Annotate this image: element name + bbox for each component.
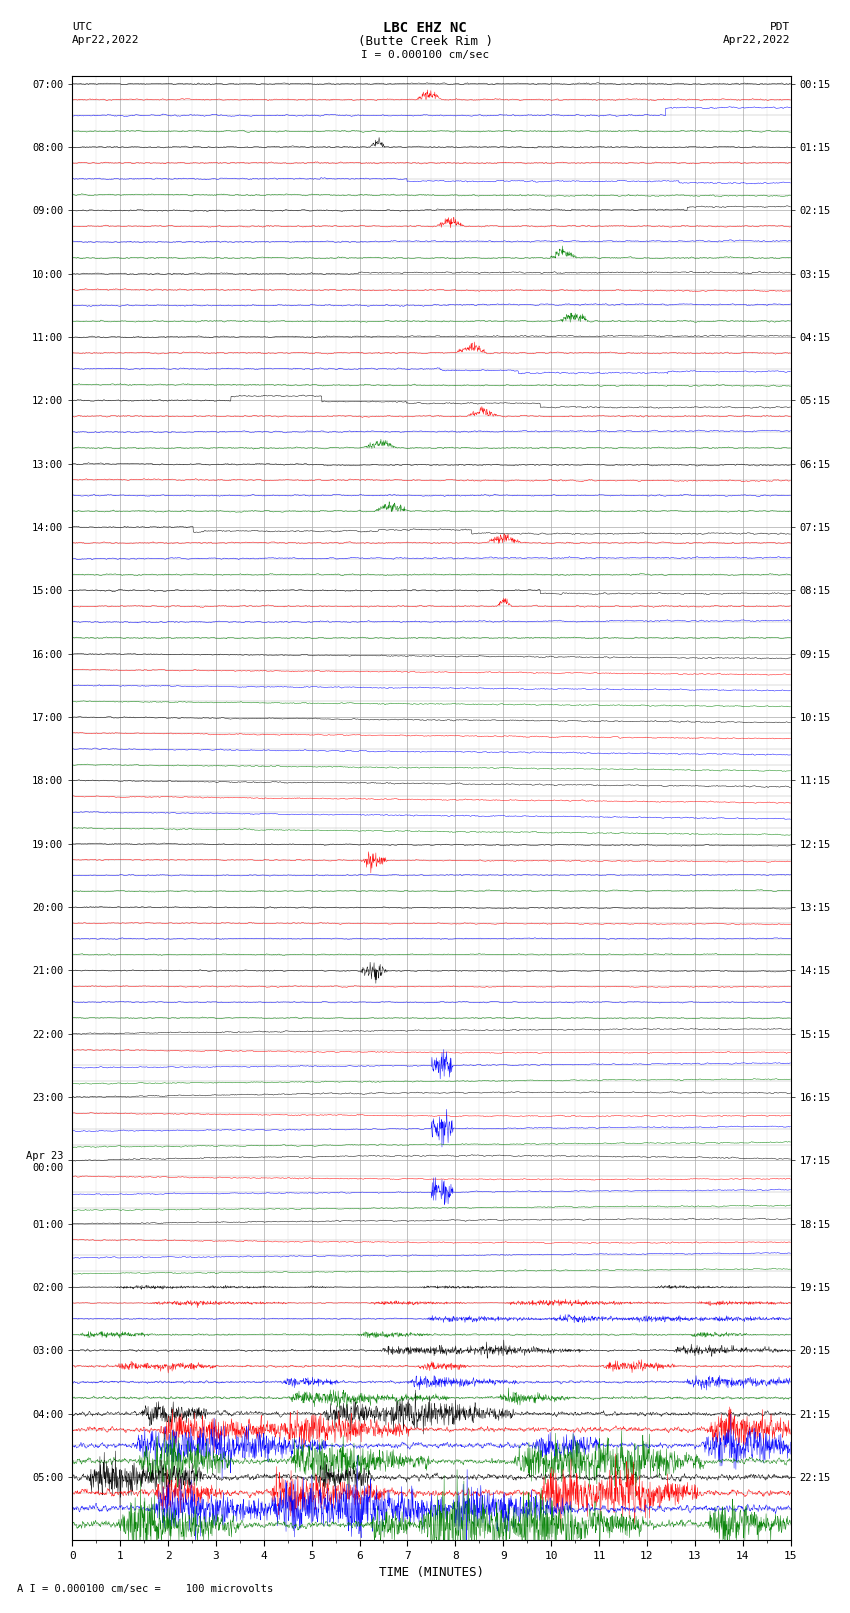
Text: UTC: UTC — [72, 23, 93, 32]
Text: A I = 0.000100 cm/sec =    100 microvolts: A I = 0.000100 cm/sec = 100 microvolts — [17, 1584, 273, 1594]
Text: PDT: PDT — [770, 23, 790, 32]
Text: Apr22,2022: Apr22,2022 — [72, 35, 139, 45]
Text: (Butte Creek Rim ): (Butte Creek Rim ) — [358, 34, 492, 47]
Text: LBC EHZ NC: LBC EHZ NC — [383, 21, 467, 35]
Text: I = 0.000100 cm/sec: I = 0.000100 cm/sec — [361, 50, 489, 60]
X-axis label: TIME (MINUTES): TIME (MINUTES) — [379, 1566, 484, 1579]
Text: Apr22,2022: Apr22,2022 — [723, 35, 791, 45]
